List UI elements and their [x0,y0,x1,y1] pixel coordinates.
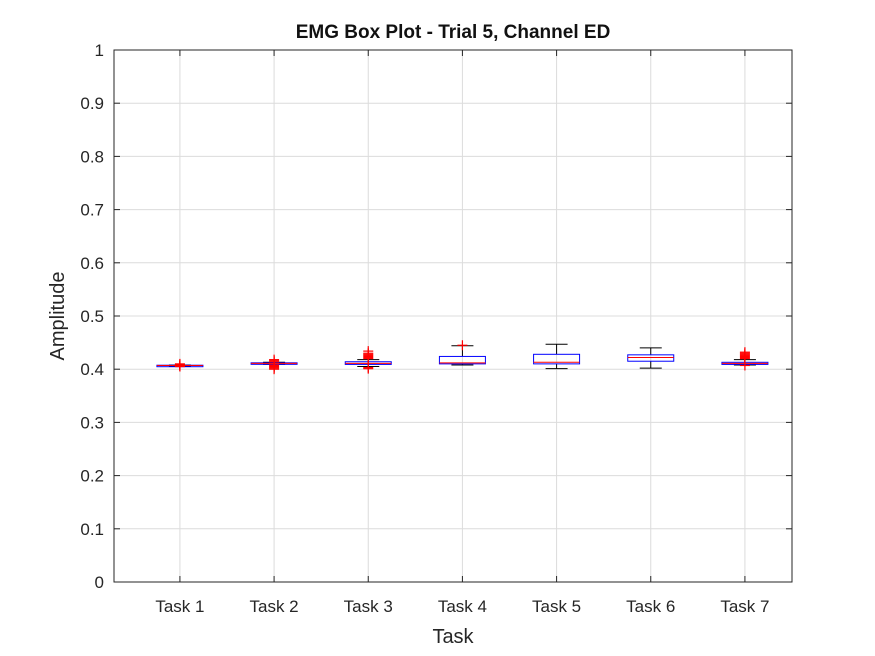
x-tick-label: Task 5 [532,597,581,616]
box-6 [627,347,675,369]
y-axis: 0 0.1 0.2 0.3 0.4 0.5 0.6 0.7 0.8 0.9 1 [80,41,792,592]
box-1 [156,358,204,372]
chart-title: EMG Box Plot - Trial 5, Channel ED [296,22,611,43]
y-tick-label: 0.2 [80,467,104,486]
y-tick-label: 0.5 [80,307,104,326]
x-tick-label: Task 2 [250,597,299,616]
y-tick-label: 1 [95,41,104,60]
y-axis-label: Amplitude [47,272,69,361]
x-tick-label: Task 6 [626,597,675,616]
box-7 [721,347,769,371]
y-tick-label: 0.6 [80,254,104,273]
box-3 [344,346,392,374]
y-tick-label: 0.7 [80,201,104,220]
box-body [627,354,675,362]
box-4 [438,340,486,366]
x-tick-label: Task 4 [438,597,487,616]
grid-lines [114,49,792,583]
x-tick-label: Task 1 [155,597,204,616]
y-tick-label: 0.9 [80,94,104,113]
x-axis-label: Task [432,626,474,648]
y-tick-label: 0.4 [80,360,104,379]
x-tick-label: Task 3 [344,597,393,616]
y-tick-label: 0 [95,573,104,592]
x-tick-label: Task 7 [720,597,769,616]
y-tick-label: 0.8 [80,147,104,166]
box-2 [250,354,298,375]
box-body [533,353,581,365]
box-5 [533,343,581,370]
box-series [156,340,769,375]
box-body [438,355,486,365]
x-axis: Task 1 Task 2 Task 3 Task 4 Task 5 Task 6 Task… [155,50,769,616]
y-tick-label: 0.3 [80,413,104,432]
y-tick-label: 0.1 [80,520,104,539]
